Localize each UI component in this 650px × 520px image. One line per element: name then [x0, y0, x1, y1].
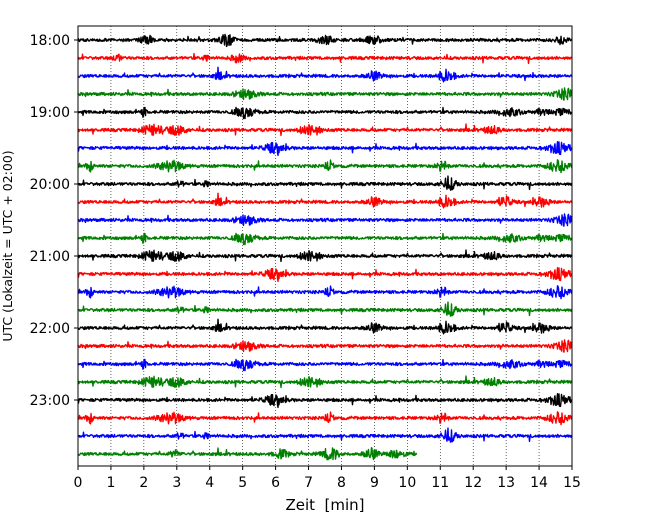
x-tick-label: 12 [464, 475, 482, 491]
seismogram-trace [77, 339, 573, 353]
x-tick-label: 3 [172, 475, 181, 491]
x-tick-label: 13 [497, 475, 515, 491]
y-tick-label: 18:00 [30, 33, 70, 49]
x-tick-label: 11 [431, 475, 449, 491]
y-axis-ticks: 18:00 19:00 20:00 21:00 22:00 23:00 [30, 33, 78, 409]
y-tick-label: 21:00 [30, 249, 70, 265]
seismogram-trace [77, 141, 573, 157]
seismogram-trace [77, 393, 573, 409]
x-axis-ticks: 0 1 2 3 4 5 6 7 8 9 10 11 12 13 14 15 [74, 466, 581, 491]
seismogram-traces [77, 33, 573, 461]
x-tick-label: 9 [370, 475, 379, 491]
x-tick-label: 5 [238, 475, 247, 491]
seismogram-trace [77, 427, 573, 443]
y-tick-label: 19:00 [30, 105, 70, 121]
x-tick-label: 8 [337, 475, 346, 491]
seismogram-trace [77, 358, 573, 372]
seismogram-trace [77, 106, 573, 120]
seismogram-trace [77, 33, 573, 48]
seismogram-trace [77, 87, 573, 101]
seismogram-trace [77, 175, 573, 191]
seismogram-trace [77, 52, 573, 65]
y-tick-label: 20:00 [30, 177, 70, 193]
seismogram-trace [77, 192, 573, 209]
seismogram-trace [77, 285, 573, 300]
seismogram-trace [77, 318, 573, 335]
y-axis-label: UTC (Lokalzeit = UTC + 02:00) [0, 150, 15, 341]
x-tick-label: 15 [563, 475, 581, 491]
plot-frame [77, 25, 573, 467]
seismogram-trace [77, 213, 573, 227]
x-tick-label: 1 [106, 475, 115, 491]
seismogram-trace [77, 249, 573, 263]
x-grid-lines [110, 26, 540, 466]
y-tick-label: 23:00 [30, 393, 70, 409]
seismogram-trace [77, 267, 573, 283]
x-tick-label: 2 [139, 475, 148, 491]
x-tick-label: 14 [530, 475, 548, 491]
seismogram-trace [77, 447, 418, 461]
x-tick-label: 0 [74, 475, 83, 491]
seismogram-trace [77, 232, 573, 246]
x-axis-label: Zeit [min] [285, 496, 364, 514]
x-tick-label: 10 [398, 475, 416, 491]
seismogram-trace [77, 411, 573, 426]
y-tick-label: 22:00 [30, 321, 70, 337]
seismogram-trace [77, 66, 573, 83]
x-tick-label: 7 [304, 475, 313, 491]
seismogram-trace [77, 159, 573, 174]
x-tick-label: 4 [205, 475, 214, 491]
x-tick-label: 6 [271, 475, 280, 491]
seismogram-trace [77, 375, 573, 389]
seismogram-trace [77, 123, 573, 137]
seismogram-trace [77, 301, 573, 317]
